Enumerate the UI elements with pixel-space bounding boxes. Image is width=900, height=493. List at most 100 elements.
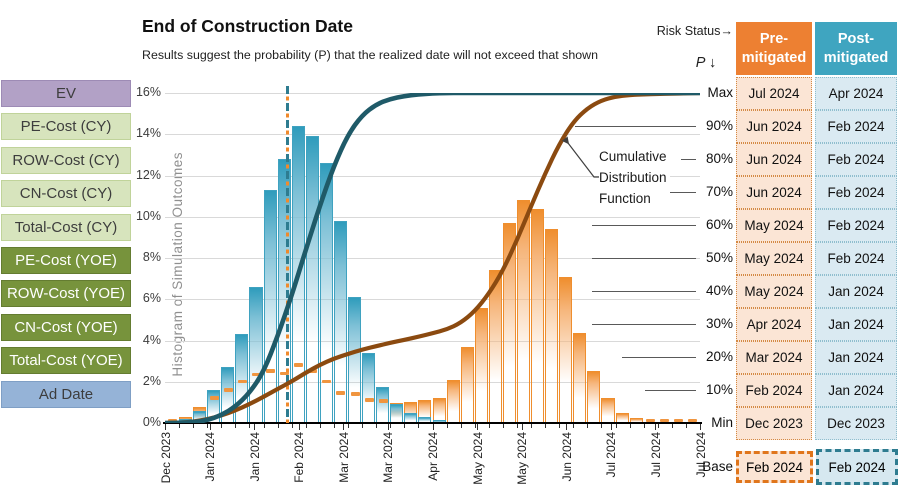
table-cell-post-70%: Feb 2024 [815, 175, 897, 209]
histogram-dash-pre-mitigated [280, 371, 290, 375]
gridline-4% [165, 340, 700, 342]
p-axis-label: P ↓ [695, 55, 717, 71]
header-post-line2: mitigated [823, 49, 889, 66]
p-tick-70%: 70% [705, 184, 733, 199]
table-cell-post-50%: Feb 2024 [815, 241, 897, 275]
y-tick-4%: 4% [142, 332, 161, 347]
x-minor-tick [249, 424, 251, 428]
base-row-label: Base [702, 459, 733, 474]
sidebar-item-row-cost-yoe-[interactable]: ROW-Cost (YOE) [1, 280, 131, 308]
cdf-annotation-line1: Cumulative [599, 149, 667, 164]
histogram-bar-post-mitigated [376, 386, 390, 423]
histogram-bar-pre-mitigated [559, 276, 573, 423]
histogram-bar-pre-mitigated [545, 229, 559, 423]
y-tick-14%: 14% [135, 126, 161, 141]
base-pre-mitigated-cell: Feb 2024 [736, 451, 813, 483]
p-tick-90%: 90% [705, 118, 733, 133]
x-tick-label: Dec 2023 [158, 432, 173, 484]
table-header-pre-mitigated: Pre- mitigated [736, 22, 812, 75]
table-header-post-mitigated: Post- mitigated [815, 22, 897, 75]
x-major-tick [298, 424, 300, 430]
histogram-bar-post-mitigated [418, 416, 432, 423]
histogram-dash-pre-mitigated [209, 396, 219, 400]
p-tick-Min: Min [711, 415, 733, 430]
header-pre-line2: mitigated [741, 49, 807, 66]
x-minor-tick [601, 424, 603, 428]
x-major-tick [387, 424, 389, 430]
table-cell-post-80%: Feb 2024 [815, 142, 897, 176]
histogram-bar-post-mitigated [404, 412, 418, 423]
histogram-dash-pre-mitigated [308, 369, 318, 373]
p-tick-10%: 10% [705, 382, 733, 397]
cdf-annotation-line3: Function [599, 191, 651, 206]
table-cell-post-20%: Jan 2024 [815, 340, 897, 374]
sidebar-item-pe-cost-cy-[interactable]: PE-Cost (CY) [1, 113, 131, 141]
x-minor-tick [319, 424, 321, 428]
table-cell-post-Min: Dec 2023 [815, 406, 897, 440]
y-tick-8%: 8% [142, 250, 161, 264]
histogram-dash-pre-mitigated [646, 418, 656, 423]
p-leader-line-90% [575, 126, 696, 127]
x-minor-tick [446, 424, 448, 428]
histogram-bar-pre-mitigated [474, 307, 488, 423]
page-title: End of Construction Date [142, 16, 353, 36]
y-tick-12%: 12% [135, 167, 161, 182]
x-minor-tick [179, 424, 181, 428]
sidebar-item-cn-cost-yoe-[interactable]: CN-Cost (YOE) [1, 313, 131, 341]
x-minor-tick [460, 424, 462, 428]
table-cell-post-60%: Feb 2024 [815, 208, 897, 242]
sidebar-item-ev[interactable]: EV [1, 80, 131, 107]
histogram-bar-pre-mitigated [446, 379, 460, 423]
x-minor-tick [277, 424, 279, 428]
x-minor-tick [531, 424, 533, 428]
x-tick-label: Jul 2024 [648, 432, 663, 478]
histogram-bar-post-mitigated [319, 163, 333, 423]
x-minor-tick [474, 424, 476, 428]
x-minor-tick [671, 424, 673, 428]
sidebar-item-ad-date[interactable]: Ad Date [1, 380, 131, 408]
x-minor-tick [545, 424, 547, 428]
x-minor-tick [221, 424, 223, 428]
histogram-dash-pre-mitigated [350, 392, 360, 396]
sidebar-item-pe-cost-yoe-[interactable]: PE-Cost (YOE) [1, 247, 131, 274]
x-tick-label: Jan 2024 [203, 432, 218, 482]
x-major-tick [254, 424, 256, 430]
sidebar-item-row-cost-cy-[interactable]: ROW-Cost (CY) [1, 146, 131, 174]
table-cell-post-90%: Feb 2024 [815, 109, 897, 143]
x-major-tick [655, 424, 657, 430]
x-major-tick [610, 424, 612, 430]
histogram-dash-pre-mitigated [252, 372, 261, 377]
table-cell-pre-10%: Feb 2024 [736, 373, 812, 407]
p-leader-line-50% [592, 258, 696, 259]
histogram-dash-pre-mitigated [364, 398, 374, 402]
x-minor-tick [629, 424, 631, 428]
x-minor-tick [207, 424, 209, 428]
y-tick-2%: 2% [142, 373, 161, 388]
x-major-tick [432, 424, 434, 430]
histogram-dash-pre-mitigated [322, 379, 332, 384]
p-leader-line-60% [592, 225, 696, 226]
p-tick-20%: 20% [705, 349, 733, 364]
table-cell-pre-50%: May 2024 [736, 241, 812, 275]
x-tick-label: Jul 2024 [604, 432, 619, 478]
sidebar-item-total-cost-yoe-[interactable]: Total-Cost (YOE) [1, 347, 131, 375]
histogram-dash-pre-mitigated [294, 363, 304, 367]
x-major-tick [700, 424, 701, 430]
table-cell-post-Max: Apr 2024 [815, 76, 897, 110]
p-leader-line-30% [592, 324, 696, 325]
table-cell-pre-20%: Mar 2024 [736, 340, 812, 374]
sidebar-item-cn-cost-cy-[interactable]: CN-Cost (CY) [1, 180, 131, 208]
cdf-annotation: Cumulative Distribution Function [599, 146, 670, 209]
x-minor-tick [643, 424, 645, 428]
x-tick-label: May 2024 [470, 432, 485, 485]
x-minor-tick [573, 424, 575, 428]
x-major-tick [209, 424, 211, 430]
sidebar-item-total-cost-cy-[interactable]: Total-Cost (CY) [1, 213, 131, 241]
y-tick-10%: 10% [135, 208, 161, 223]
x-tick-label: Mar 2024 [381, 432, 396, 483]
histogram-dash-pre-mitigated [378, 399, 388, 403]
x-tick-label: Mar 2024 [336, 432, 351, 483]
y-tick-16%: 16% [135, 85, 161, 99]
table-cell-pre-30%: Apr 2024 [736, 307, 812, 341]
x-minor-tick [418, 424, 420, 428]
